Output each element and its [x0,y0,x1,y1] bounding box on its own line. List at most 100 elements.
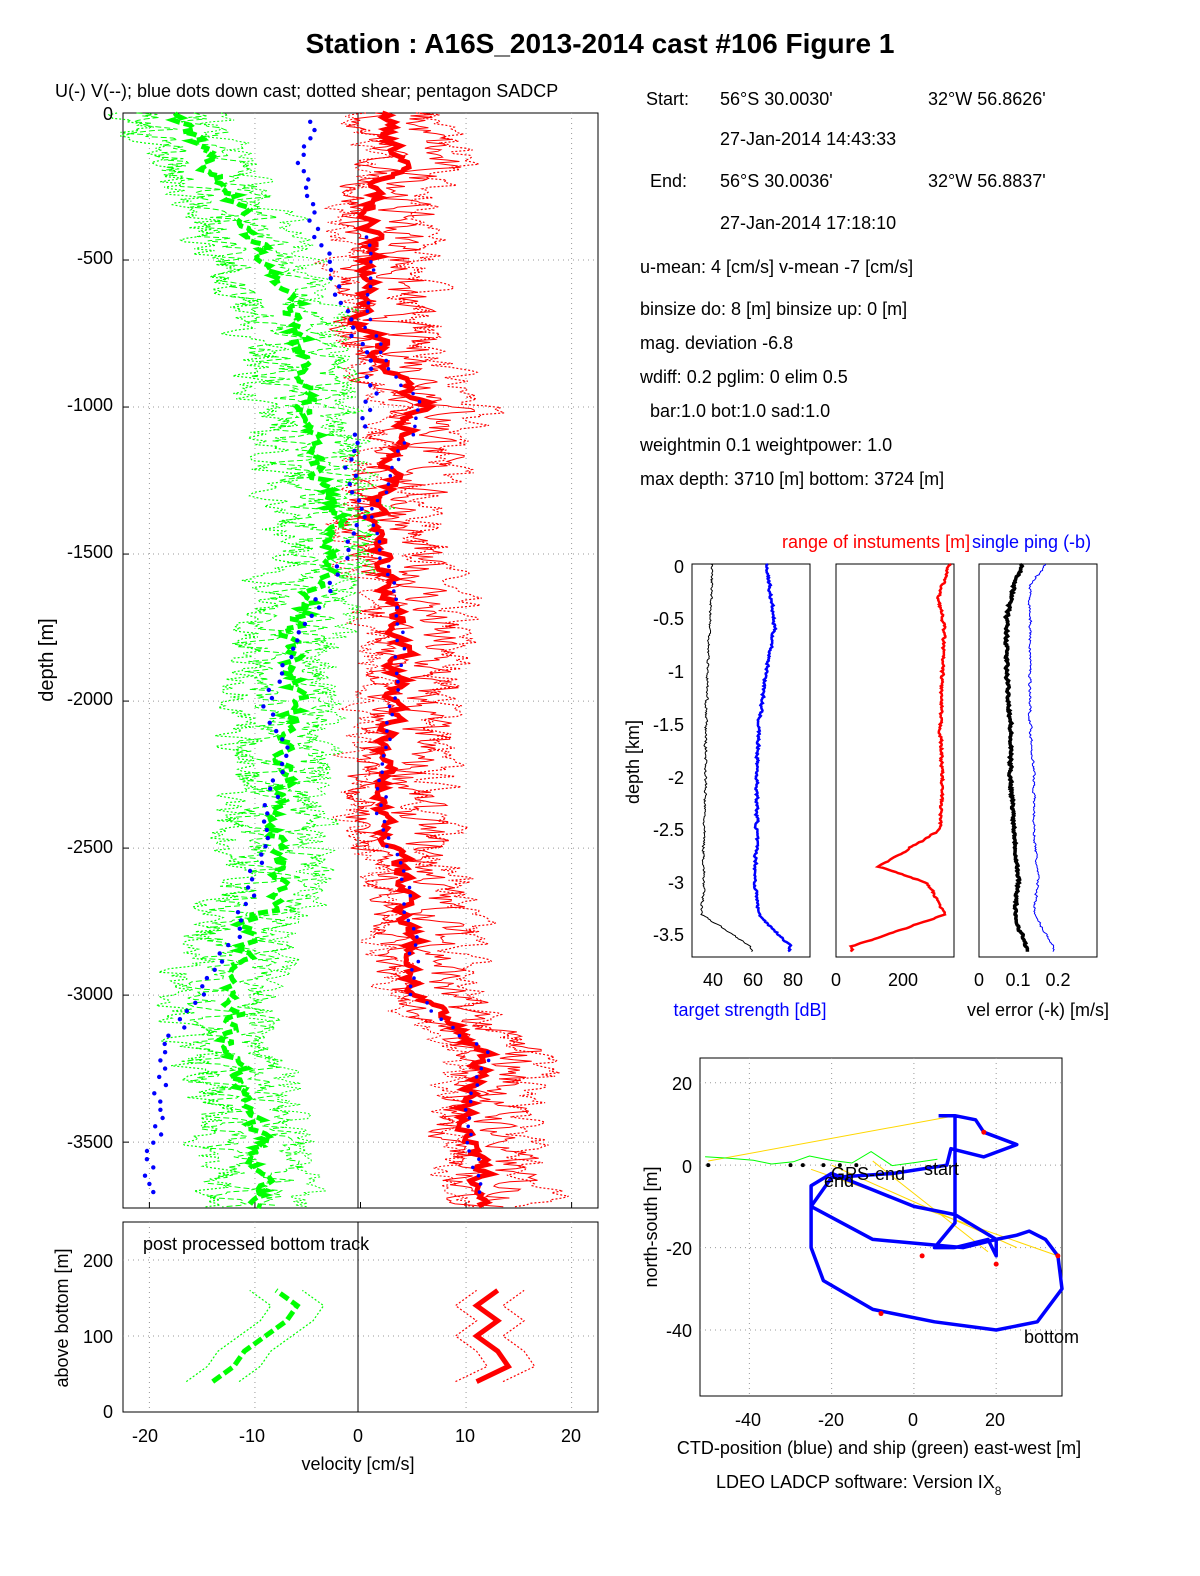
down-cast-dot [408,992,413,997]
bottom-u-line [472,1288,513,1384]
track-marker-dot [1055,1253,1061,1259]
main-plot-grid [123,112,598,1208]
down-cast-dot [182,1025,187,1030]
err-xtick: 0 [974,970,984,990]
down-cast-dot [268,786,273,791]
down-cast-dot [467,1116,472,1120]
down-cast-dot [457,1033,462,1038]
down-cast-dot [463,1108,468,1112]
down-cast-dot [471,1165,475,1170]
down-cast-dot [382,819,387,824]
down-cast-dot [451,1025,455,1030]
down-cast-dot [414,416,418,421]
down-cast-dot [379,803,383,807]
down-cast-dot [377,539,382,544]
down-cast-dot [374,811,379,816]
down-cast-dot [212,967,217,972]
down-cast-dot [363,399,368,404]
ship-marker-dot [821,1163,826,1168]
velocity-xtick: 0 [353,1426,363,1446]
down-cast-dot [349,490,355,495]
down-cast-dot [360,416,365,421]
v-shear-dotted-line [107,112,313,1208]
down-cast-dot [368,276,373,281]
down-cast-dot [291,646,296,651]
down-cast-dot [364,350,370,355]
down-cast-dot [395,605,399,610]
down-cast-dot [375,786,380,791]
down-cast-dot [386,367,391,371]
bottom-marker-label: bottom [1024,1327,1079,1347]
down-cast-dot [354,523,359,528]
down-cast-dot [316,605,322,610]
down-cast-dot [429,1009,434,1013]
track-plot-grid [700,1058,1062,1396]
down-cast-dot [327,251,332,256]
down-cast-dot [351,531,356,536]
down-line [752,563,793,953]
software-version: LDEO LADCP software: Version IX8 [716,1472,1002,1498]
down-cast-dot [238,918,244,923]
down-cast-dot [476,1173,481,1178]
down-cast-dot [375,498,380,503]
down-cast-dot [251,893,257,898]
track-y-axis-label: north-south [m] [641,1166,661,1287]
v-shear-dotted-line [199,112,396,1208]
ship-marker-dot [800,1163,805,1168]
ts-x-axis-label: target strength [dB] [673,1000,826,1020]
down-cast-dot [249,877,255,882]
end-marker-label: end [824,1171,854,1191]
range-panel-title: range of instuments [m] [782,532,970,552]
down-cast-dot [295,160,301,166]
down-cast-dot [394,597,399,602]
down-cast-dot [338,300,343,306]
down-cast-dot [468,1099,473,1104]
down-cast-dot [280,663,285,668]
down-cast-dot [151,1189,156,1195]
track-marker-dot [878,1311,884,1317]
single-ping-title: single ping (-b) [972,532,1091,552]
down-cast-dot [308,119,313,125]
down-cast-dot [370,507,374,511]
down-cast-dot [153,1124,158,1129]
velocity-xtick: 10 [455,1426,475,1446]
down-cast-dot [378,556,382,560]
down-cast-dot [303,185,309,190]
down-cast-dot [158,1107,163,1113]
down-cast-dot [467,1149,471,1153]
main-legend-text: U(-) V(--); blue dots down cast; dotted … [55,81,558,101]
down-cast-dot [151,1140,156,1145]
bottom-ytick: 0 [103,1402,113,1422]
down-cast-dot [245,885,251,890]
down-cast-dot [384,490,389,495]
down-cast-dot [475,1083,480,1087]
instrument-y-axis-label: depth [km] [623,720,643,804]
down-cast-dot [466,1124,471,1129]
connector-line [810,1168,1059,1257]
main-ytick: -1500 [67,542,113,562]
track-marker-dot [993,1261,999,1267]
down-cast-dot [381,754,386,758]
down-cast-dot [469,1132,473,1137]
down-cast-dot [413,943,418,947]
down-cast-dot [377,778,381,783]
down-cast-dot [313,597,318,602]
down-cast-dot [158,1132,164,1137]
down-cast-dot [369,260,373,264]
down-cast-dot [399,383,403,388]
ship-marker-dot [837,1163,842,1168]
bottom-plot-grid [123,1222,598,1412]
down-cast-dot [381,828,386,832]
down-cast-dot [184,1008,189,1014]
main-plot-frame [122,112,599,1209]
down-cast-dot [388,474,393,478]
down-cast-dot [328,276,333,281]
down-cast-dot [399,663,404,667]
down-cast-dot [486,1050,490,1054]
instrument-ytick: -2.5 [653,820,684,840]
down-cast-dot [364,235,369,239]
instrument-ytick: -0.5 [653,609,684,629]
down-cast-dot [349,317,354,322]
down-cast-dot [270,712,276,717]
weight-text: weightmin 0.1 weightpower: 1.0 [640,435,893,455]
